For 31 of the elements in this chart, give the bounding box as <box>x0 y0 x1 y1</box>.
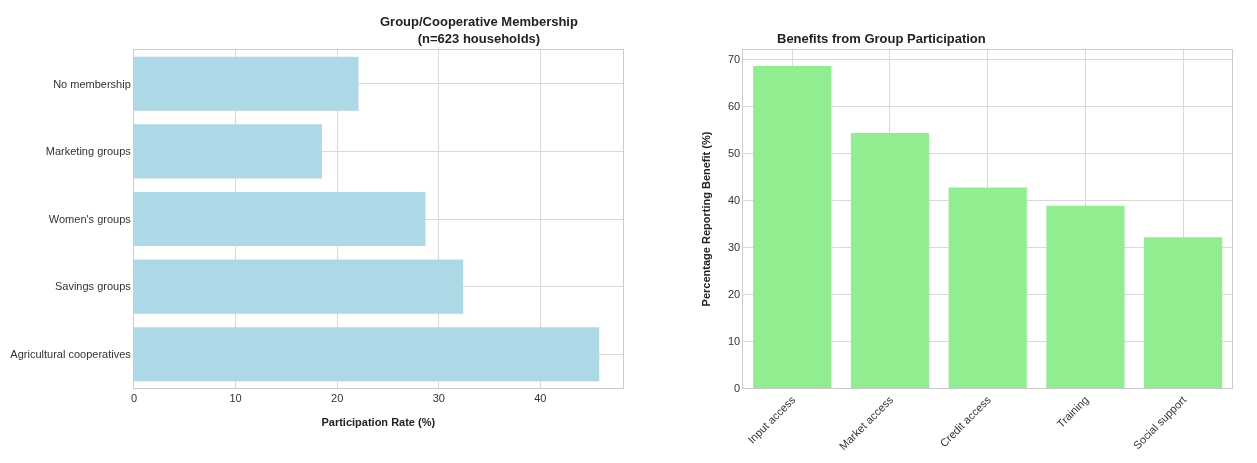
bar <box>134 56 359 111</box>
y-tick-label: 20 <box>727 287 741 300</box>
bar <box>134 124 322 179</box>
y-tick-label: 0 <box>734 381 741 394</box>
y-tick-label: Women's groups <box>48 212 132 225</box>
x-axis-title: Participation Rate (%) <box>321 416 436 429</box>
bar <box>1046 205 1125 388</box>
bar <box>948 187 1027 388</box>
y-tick-label: 50 <box>727 147 741 160</box>
x-tick-label: 20 <box>331 392 344 405</box>
bar <box>134 191 426 247</box>
x-tick-label: 30 <box>432 392 445 405</box>
bar <box>753 65 832 388</box>
bar <box>134 327 600 382</box>
y-tick-label: 70 <box>727 53 741 66</box>
x-tick-label: 10 <box>229 392 242 405</box>
bar <box>1144 237 1223 388</box>
y-tick-label: Agricultural cooperatives <box>10 348 132 361</box>
chart-title: Group/Cooperative Membership (n=623 households) <box>380 14 578 46</box>
y-tick-label: Marketing groups <box>45 145 132 158</box>
y-tick-label: Savings groups <box>54 280 132 293</box>
y-tick-label: 30 <box>727 241 741 254</box>
bar <box>134 259 464 314</box>
x-tick-label: 40 <box>534 392 547 405</box>
y-tick-label: 60 <box>727 100 741 113</box>
bar <box>850 133 930 388</box>
y-tick-label: No membership <box>53 77 131 90</box>
y-axis-title: Percentage Reporting Benefit (%) <box>699 131 712 307</box>
y-tick-label: 10 <box>727 334 741 347</box>
y-tick-label: 40 <box>727 194 741 207</box>
chart-title: Benefits from Group Participation <box>777 31 986 46</box>
